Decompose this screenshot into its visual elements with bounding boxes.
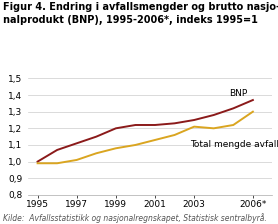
Text: Kilde:  Avfallsstatistikk og nasjonalregnskapet, Statistisk sentralbyrå.: Kilde: Avfallsstatistikk og nasjonalregn… <box>3 213 267 223</box>
Text: BNP: BNP <box>229 88 248 97</box>
Text: Total mengde avfall: Total mengde avfall <box>190 140 278 149</box>
Text: Figur 4. Endring i avfallsmengder og brutto nasjo-
nalprodukt (BNP), 1995-2006*,: Figur 4. Endring i avfallsmengder og bru… <box>3 2 278 25</box>
